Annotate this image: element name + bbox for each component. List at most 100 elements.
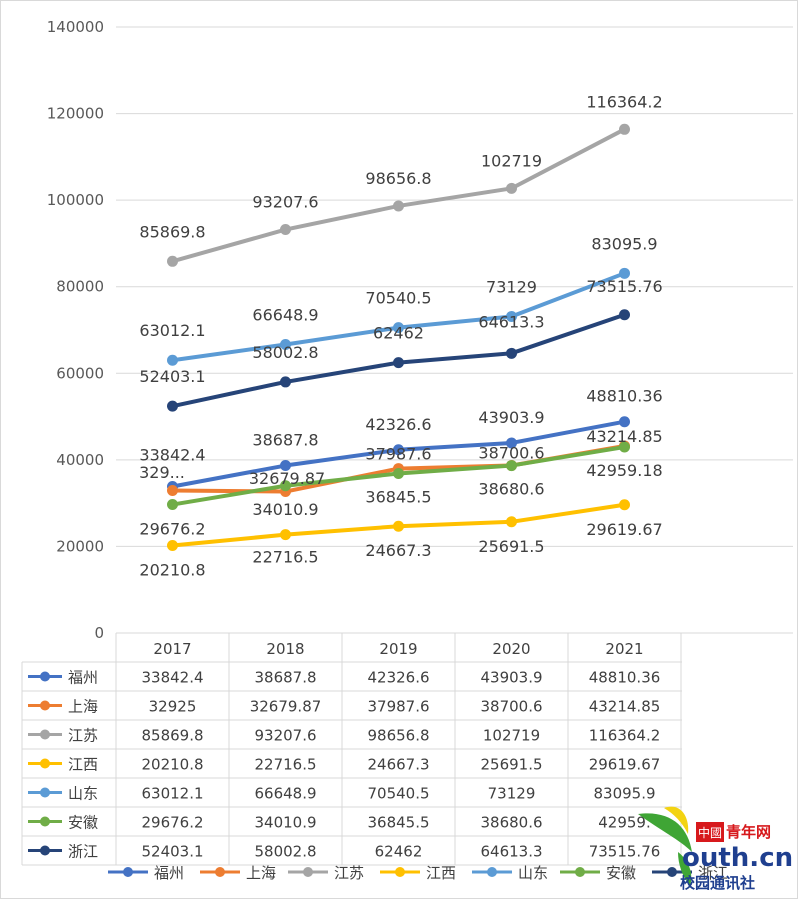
data-point-江西 (280, 529, 291, 541)
table-cell: 22716.5 (254, 756, 316, 774)
table-cell: 52403.1 (141, 843, 203, 861)
data-point-福州 (280, 460, 291, 472)
table-cell: 29619.67 (589, 756, 661, 774)
table-cell: 38680.6 (480, 814, 542, 832)
data-label-江苏: 93207.6 (252, 193, 318, 212)
table-cell: 42326.6 (367, 669, 429, 687)
logo-leaf-green (638, 813, 692, 852)
brand-name-text: 青年网 (726, 823, 771, 841)
table-header-2020: 2020 (492, 640, 530, 658)
table-cell: 102719 (483, 727, 540, 745)
data-point-江苏 (167, 255, 178, 267)
table-header-2017: 2017 (153, 640, 191, 658)
data-label-山东: 66648.9 (252, 306, 318, 325)
data-label-上海: 38700.6 (478, 443, 544, 462)
data-point-山东 (619, 267, 630, 279)
legend-key-marker (395, 867, 405, 877)
legend-key-marker (575, 867, 585, 877)
watermark-logo: 中國 青年网 outh.cn 校园通讯社 (638, 806, 793, 892)
data-label-福州: 42326.6 (365, 415, 431, 434)
data-point-山东 (506, 310, 517, 322)
table-cell: 36845.5 (367, 814, 429, 832)
y-tick-label: 120000 (47, 105, 104, 123)
data-label-山东: 83095.9 (591, 234, 657, 253)
legend-entry-上海: 上海 (246, 864, 276, 882)
data-point-上海 (167, 484, 178, 496)
table-cell: 38687.8 (254, 669, 316, 687)
table-cell: 83095.9 (593, 785, 655, 803)
table-header-2021: 2021 (605, 640, 643, 658)
table-series-name: 江西 (68, 756, 98, 774)
table-cell: 37987.6 (367, 698, 429, 716)
data-label-江苏: 85869.8 (139, 222, 205, 241)
data-label-江西: 22716.5 (252, 548, 318, 567)
table-cell: 98656.8 (367, 727, 429, 745)
brand-cn-text: 中國 (698, 825, 722, 840)
table-legend-key-marker (40, 816, 50, 827)
data-point-安徽 (167, 499, 178, 511)
data-label-安徽: 36845.5 (365, 488, 431, 507)
table-cell: 24667.3 (367, 756, 429, 774)
table-cell: 48810.36 (589, 669, 661, 687)
data-point-江西 (619, 499, 630, 511)
data-label-浙江: 52403.1 (139, 367, 205, 386)
table-cell: 32925 (149, 698, 197, 716)
legend-key-marker (215, 867, 225, 877)
legend-entry-江苏: 江苏 (334, 864, 364, 882)
data-label-山东: 70540.5 (365, 289, 431, 308)
table-cell: 63012.1 (141, 785, 203, 803)
legend-entry-山东: 山东 (518, 864, 548, 882)
data-label-上海: 329... (139, 463, 185, 482)
series-line-江苏 (170, 127, 627, 264)
table-cell: 116364.2 (589, 727, 661, 745)
table-legend-key-marker (40, 729, 50, 740)
y-tick-label: 0 (94, 624, 104, 642)
data-point-山东 (393, 322, 404, 334)
table-series-name: 浙江 (68, 843, 98, 861)
data-label-江西: 20210.8 (139, 561, 205, 580)
data-point-江苏 (619, 123, 630, 135)
data-label-江苏: 98656.8 (365, 169, 431, 188)
table-cell: 62462 (375, 843, 423, 861)
table-cell: 73129 (488, 785, 536, 803)
table-cell: 64613.3 (480, 843, 542, 861)
table-series-name: 山东 (68, 785, 98, 803)
table-series-name: 上海 (68, 698, 98, 716)
data-label-江西: 29619.67 (586, 520, 662, 539)
logo-leaf-yellow (664, 806, 689, 834)
brand-badge (696, 822, 724, 842)
data-label-上海: 37987.6 (365, 445, 431, 464)
data-point-安徽 (506, 460, 517, 472)
table-cell: 85869.8 (141, 727, 203, 745)
table-cell: 66648.9 (254, 785, 316, 803)
table-legend-key-marker (40, 787, 50, 798)
table-cell: 32679.87 (250, 698, 322, 716)
data-point-江西 (167, 540, 178, 552)
table-cell: 33842.4 (141, 669, 203, 687)
data-label-上海: 43214.85 (586, 427, 662, 446)
data-point-安徽 (280, 480, 291, 492)
data-point-江西 (506, 516, 517, 528)
logo-stem (678, 852, 692, 886)
data-label-福州: 43903.9 (478, 408, 544, 427)
data-label-浙江: 73515.76 (586, 277, 662, 296)
y-tick-label: 20000 (56, 537, 104, 555)
data-point-浙江 (506, 347, 517, 359)
legend-entry-江西: 江西 (426, 864, 456, 882)
table-header-2018: 2018 (266, 640, 304, 658)
table-series-name: 安徽 (68, 814, 98, 832)
youth-cn-watermark: 中國 青年网 outh.cn 校园通讯社 (630, 800, 800, 896)
legend-entry-福州: 福州 (154, 864, 184, 882)
data-point-安徽 (619, 441, 630, 453)
data-label-浙江: 64613.3 (478, 312, 544, 331)
brand-footer-text: 校园通讯社 (680, 874, 755, 892)
legend-key-marker (487, 867, 497, 877)
data-label-江苏: 102719 (481, 151, 542, 170)
data-label-上海: 32679.87 (249, 469, 325, 488)
data-label-浙江: 62462 (373, 324, 424, 343)
table-cell: 43214.85 (589, 698, 661, 716)
data-point-江西 (393, 520, 404, 532)
y-tick-label: 100000 (47, 191, 104, 209)
